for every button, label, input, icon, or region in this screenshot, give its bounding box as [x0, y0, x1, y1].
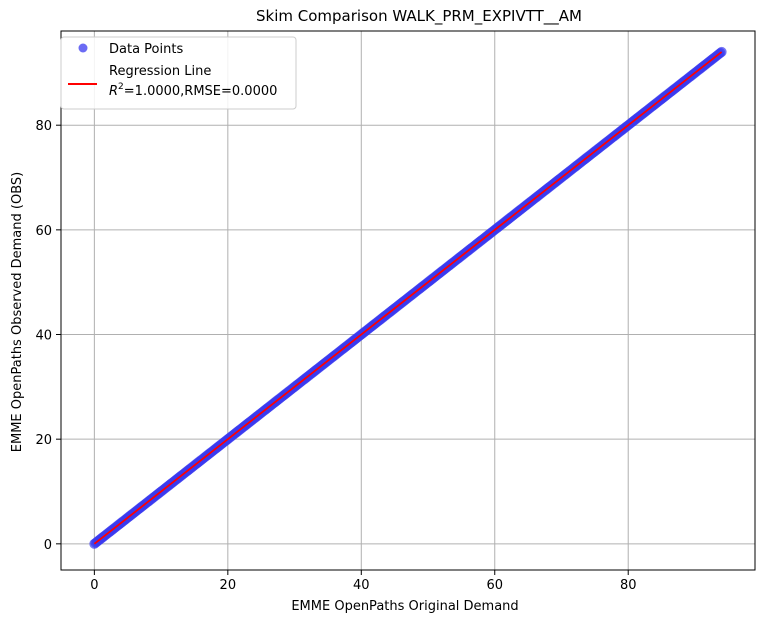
x-tick-label: 40: [353, 578, 370, 593]
x-axis-ticks: 0 20 40 60 80: [90, 570, 636, 593]
x-tick-label: 60: [486, 578, 503, 593]
y-tick-label: 0: [44, 538, 52, 553]
chart-title: Skim Comparison WALK_PRM_EXPIVTT__AM: [256, 7, 582, 26]
legend-stats-label: R2=1.0000,RMSE=0.0000: [109, 82, 277, 99]
x-axis-label: EMME OpenPaths Original Demand: [291, 599, 518, 614]
regression-line: [93, 51, 723, 545]
y-tick-label: 20: [35, 433, 52, 448]
legend-frame: [60, 36, 297, 110]
legend-points-marker: [78, 43, 88, 53]
y-axis-ticks: 0 20 40 60 80: [35, 119, 61, 553]
plot-frame: [60, 30, 756, 571]
x-tick-label: 80: [620, 578, 637, 593]
y-tick-label: 80: [35, 119, 52, 134]
x-tick-label: 0: [90, 578, 98, 593]
legend: Data Points Regression Line R2=1.0000,RM…: [60, 36, 297, 110]
y-tick-label: 40: [35, 329, 52, 344]
x-tick-label: 20: [220, 578, 237, 593]
legend-line-label: Regression Line: [109, 64, 211, 79]
legend-points-label: Data Points: [109, 42, 183, 57]
plot-data: [89, 46, 727, 549]
y-tick-label: 60: [35, 224, 52, 239]
grid-lines: [61, 31, 755, 570]
y-axis-label: EMME OpenPaths Observed Demand (OBS): [10, 172, 25, 452]
